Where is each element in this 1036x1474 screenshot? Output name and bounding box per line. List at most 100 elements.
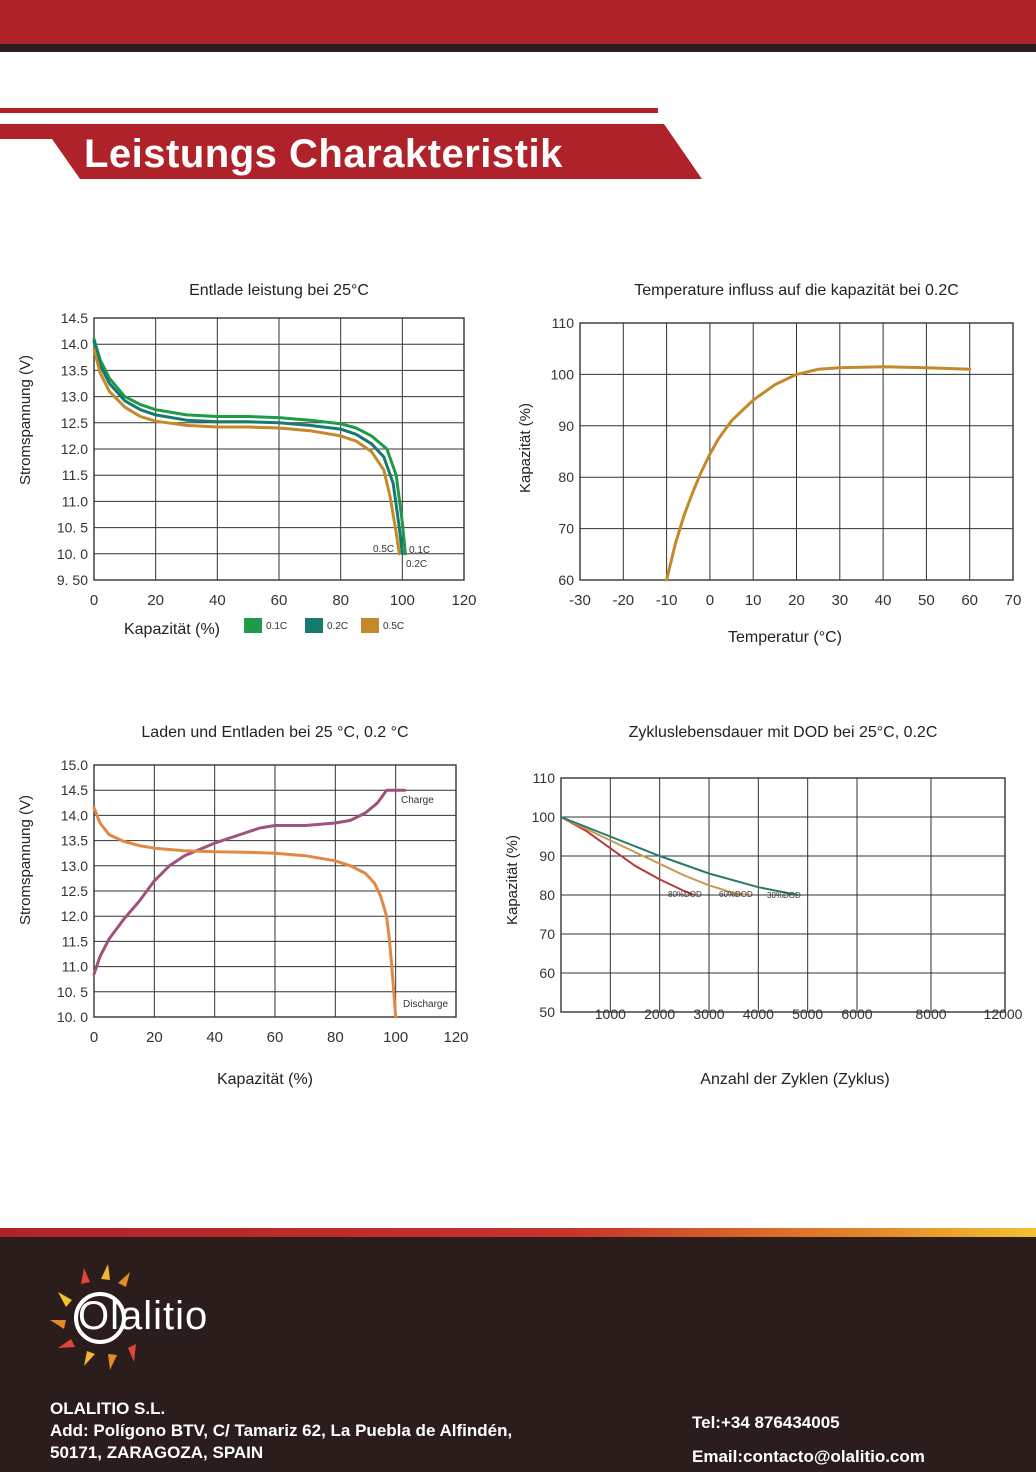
y-tick-label: 10. 0 xyxy=(57,1009,88,1025)
series-line-0 xyxy=(92,788,407,976)
y-tick-label: 13.0 xyxy=(61,858,88,874)
x-tick-label: -30 xyxy=(569,592,591,609)
chart-1: Entlade leistung bei 25°C 9. 50 10. 0 10. 5… xyxy=(17,282,477,638)
y-tick-label: 100 xyxy=(532,809,556,825)
x-tick-label: -10 xyxy=(656,592,678,609)
x-tick-label: 60 xyxy=(961,592,978,609)
series-end-label: 0.1C xyxy=(409,545,430,556)
x-tick-label: 1000 xyxy=(595,1006,626,1022)
legend-swatch xyxy=(244,618,262,633)
x-tick-label: -20 xyxy=(612,592,634,609)
series-label: 30%DOD xyxy=(767,891,801,900)
y-tick-label: 13.5 xyxy=(61,362,88,378)
series-line-0 xyxy=(665,365,972,582)
title-banner xyxy=(0,124,702,179)
x-axis-label: Temperatur (°C) xyxy=(728,629,842,646)
x-tick-label: 0 xyxy=(90,592,98,609)
y-tick-label: 90 xyxy=(558,418,574,434)
chart-3: Laden und Entladen bei 25 °C, 0.2 °C 10. … xyxy=(17,724,469,1088)
footer: Olalitio OLALITIO S.L. Add: Polígono BTV… xyxy=(0,1228,1036,1472)
series-label: 80%DOD xyxy=(668,890,702,899)
y-tick-label: 50 xyxy=(539,1004,555,1020)
y-tick-label: 13.5 xyxy=(61,833,88,849)
series-label: 60%DOD xyxy=(719,890,753,899)
y-tick-label: 11.0 xyxy=(62,959,88,975)
x-tick-label: 40 xyxy=(209,592,226,609)
y-tick-label: 10. 5 xyxy=(57,984,88,1000)
x-tick-label: 12000 xyxy=(984,1006,1023,1022)
x-tick-label: 120 xyxy=(443,1029,468,1046)
x-tick-label: 5000 xyxy=(792,1006,823,1022)
sun-logo-icon xyxy=(50,1264,136,1370)
x-tick-label: 0 xyxy=(706,592,714,609)
series-end-label: 0.5C xyxy=(373,544,394,555)
series-line-0 xyxy=(560,816,696,896)
y-tick-label: 11.5 xyxy=(62,933,88,949)
company-name: OLALITIO S.L. xyxy=(50,1399,166,1418)
x-tick-label: 8000 xyxy=(915,1006,946,1022)
legend-swatch xyxy=(361,618,379,633)
series-label: Charge xyxy=(401,795,434,806)
y-tick-label: 10. 5 xyxy=(57,520,88,536)
y-tick-label: 14.0 xyxy=(61,336,88,352)
series-line-1 xyxy=(92,340,404,556)
address-line-1: Add: Polígono BTV, C/ Tamariz 62, La Pue… xyxy=(50,1421,513,1440)
y-tick-label: 11.5 xyxy=(62,467,88,483)
y-tick-label: 10. 0 xyxy=(57,546,88,562)
chart-title: Temperature influss auf die kapazität be… xyxy=(634,282,959,299)
chart-title: Laden und Entladen bei 25 °C, 0.2 °C xyxy=(141,724,408,741)
page-title: Leistungs Charakteristik xyxy=(84,132,563,176)
legend-label: 0.2C xyxy=(327,621,348,632)
y-tick-label: 14.5 xyxy=(61,782,88,798)
chart-title: Zykluslebensdauer mit DOD bei 25°C, 0.2C xyxy=(629,724,938,741)
x-axis-label: Kapazität (%) xyxy=(217,1071,313,1088)
x-tick-label: 80 xyxy=(332,592,349,609)
x-tick-label: 20 xyxy=(788,592,805,609)
brand-name: Olalitio xyxy=(78,1294,209,1338)
x-tick-label: 2000 xyxy=(644,1006,675,1022)
y-tick-label: 110 xyxy=(533,770,556,786)
y-tick-label: 60 xyxy=(539,965,555,981)
x-tick-label: 20 xyxy=(146,1029,163,1046)
title-line xyxy=(0,108,658,113)
chart-title: Entlade leistung bei 25°C xyxy=(189,282,369,299)
address-line-2: 50171, ZARAGOZA, SPAIN xyxy=(50,1443,264,1462)
chart-4: Zykluslebensdauer mit DOD bei 25°C, 0.2C… xyxy=(504,724,1023,1088)
x-tick-label: 0 xyxy=(90,1029,98,1046)
y-tick-label: 90 xyxy=(539,848,555,864)
y-tick-label: 80 xyxy=(539,887,555,903)
y-axis-label: Kapazität (%) xyxy=(517,403,534,493)
x-axis-label: Kapazität (%) xyxy=(124,621,220,638)
footer-stripe xyxy=(0,1228,1036,1237)
contact-info: Tel:+34 876434005 Email:contacto@olaliti… xyxy=(692,1406,925,1474)
series-line-0 xyxy=(92,337,407,556)
y-tick-label: 13.0 xyxy=(61,389,88,405)
x-tick-label: 4000 xyxy=(743,1006,774,1022)
series-line-2 xyxy=(560,816,799,896)
legend-label: 0.1C xyxy=(266,621,287,632)
legend-swatch xyxy=(305,618,323,633)
top-band-dark xyxy=(0,44,1036,52)
x-tick-label: 60 xyxy=(271,592,288,609)
x-tick-label: 100 xyxy=(390,592,415,609)
y-tick-label: 12.5 xyxy=(61,415,88,431)
y-tick-label: 12.0 xyxy=(61,908,88,924)
y-tick-label: 14.5 xyxy=(61,310,88,326)
x-tick-label: 30 xyxy=(831,592,848,609)
email-address[interactable]: Email:contacto@olalitio.com xyxy=(692,1447,925,1466)
y-axis-label: Kapazität (%) xyxy=(504,835,521,925)
charts-area: Entlade leistung bei 25°C 9. 50 10. 0 10. 5… xyxy=(17,282,1023,1088)
y-axis-label: Stromspannung (V) xyxy=(17,355,34,485)
company-info: OLALITIO S.L. Add: Polígono BTV, C/ Tama… xyxy=(50,1398,512,1464)
series-line-1 xyxy=(92,806,398,1019)
x-tick-label: 80 xyxy=(327,1029,344,1046)
y-tick-label: 100 xyxy=(551,366,575,382)
x-tick-label: 50 xyxy=(918,592,935,609)
x-tick-label: 40 xyxy=(875,592,892,609)
series-line-2 xyxy=(92,347,401,556)
y-tick-label: 110 xyxy=(552,315,575,331)
y-tick-label: 9. 50 xyxy=(57,572,88,588)
x-tick-label: 40 xyxy=(206,1029,223,1046)
phone-number[interactable]: Tel:+34 876434005 xyxy=(692,1413,840,1432)
x-tick-label: 60 xyxy=(267,1029,284,1046)
